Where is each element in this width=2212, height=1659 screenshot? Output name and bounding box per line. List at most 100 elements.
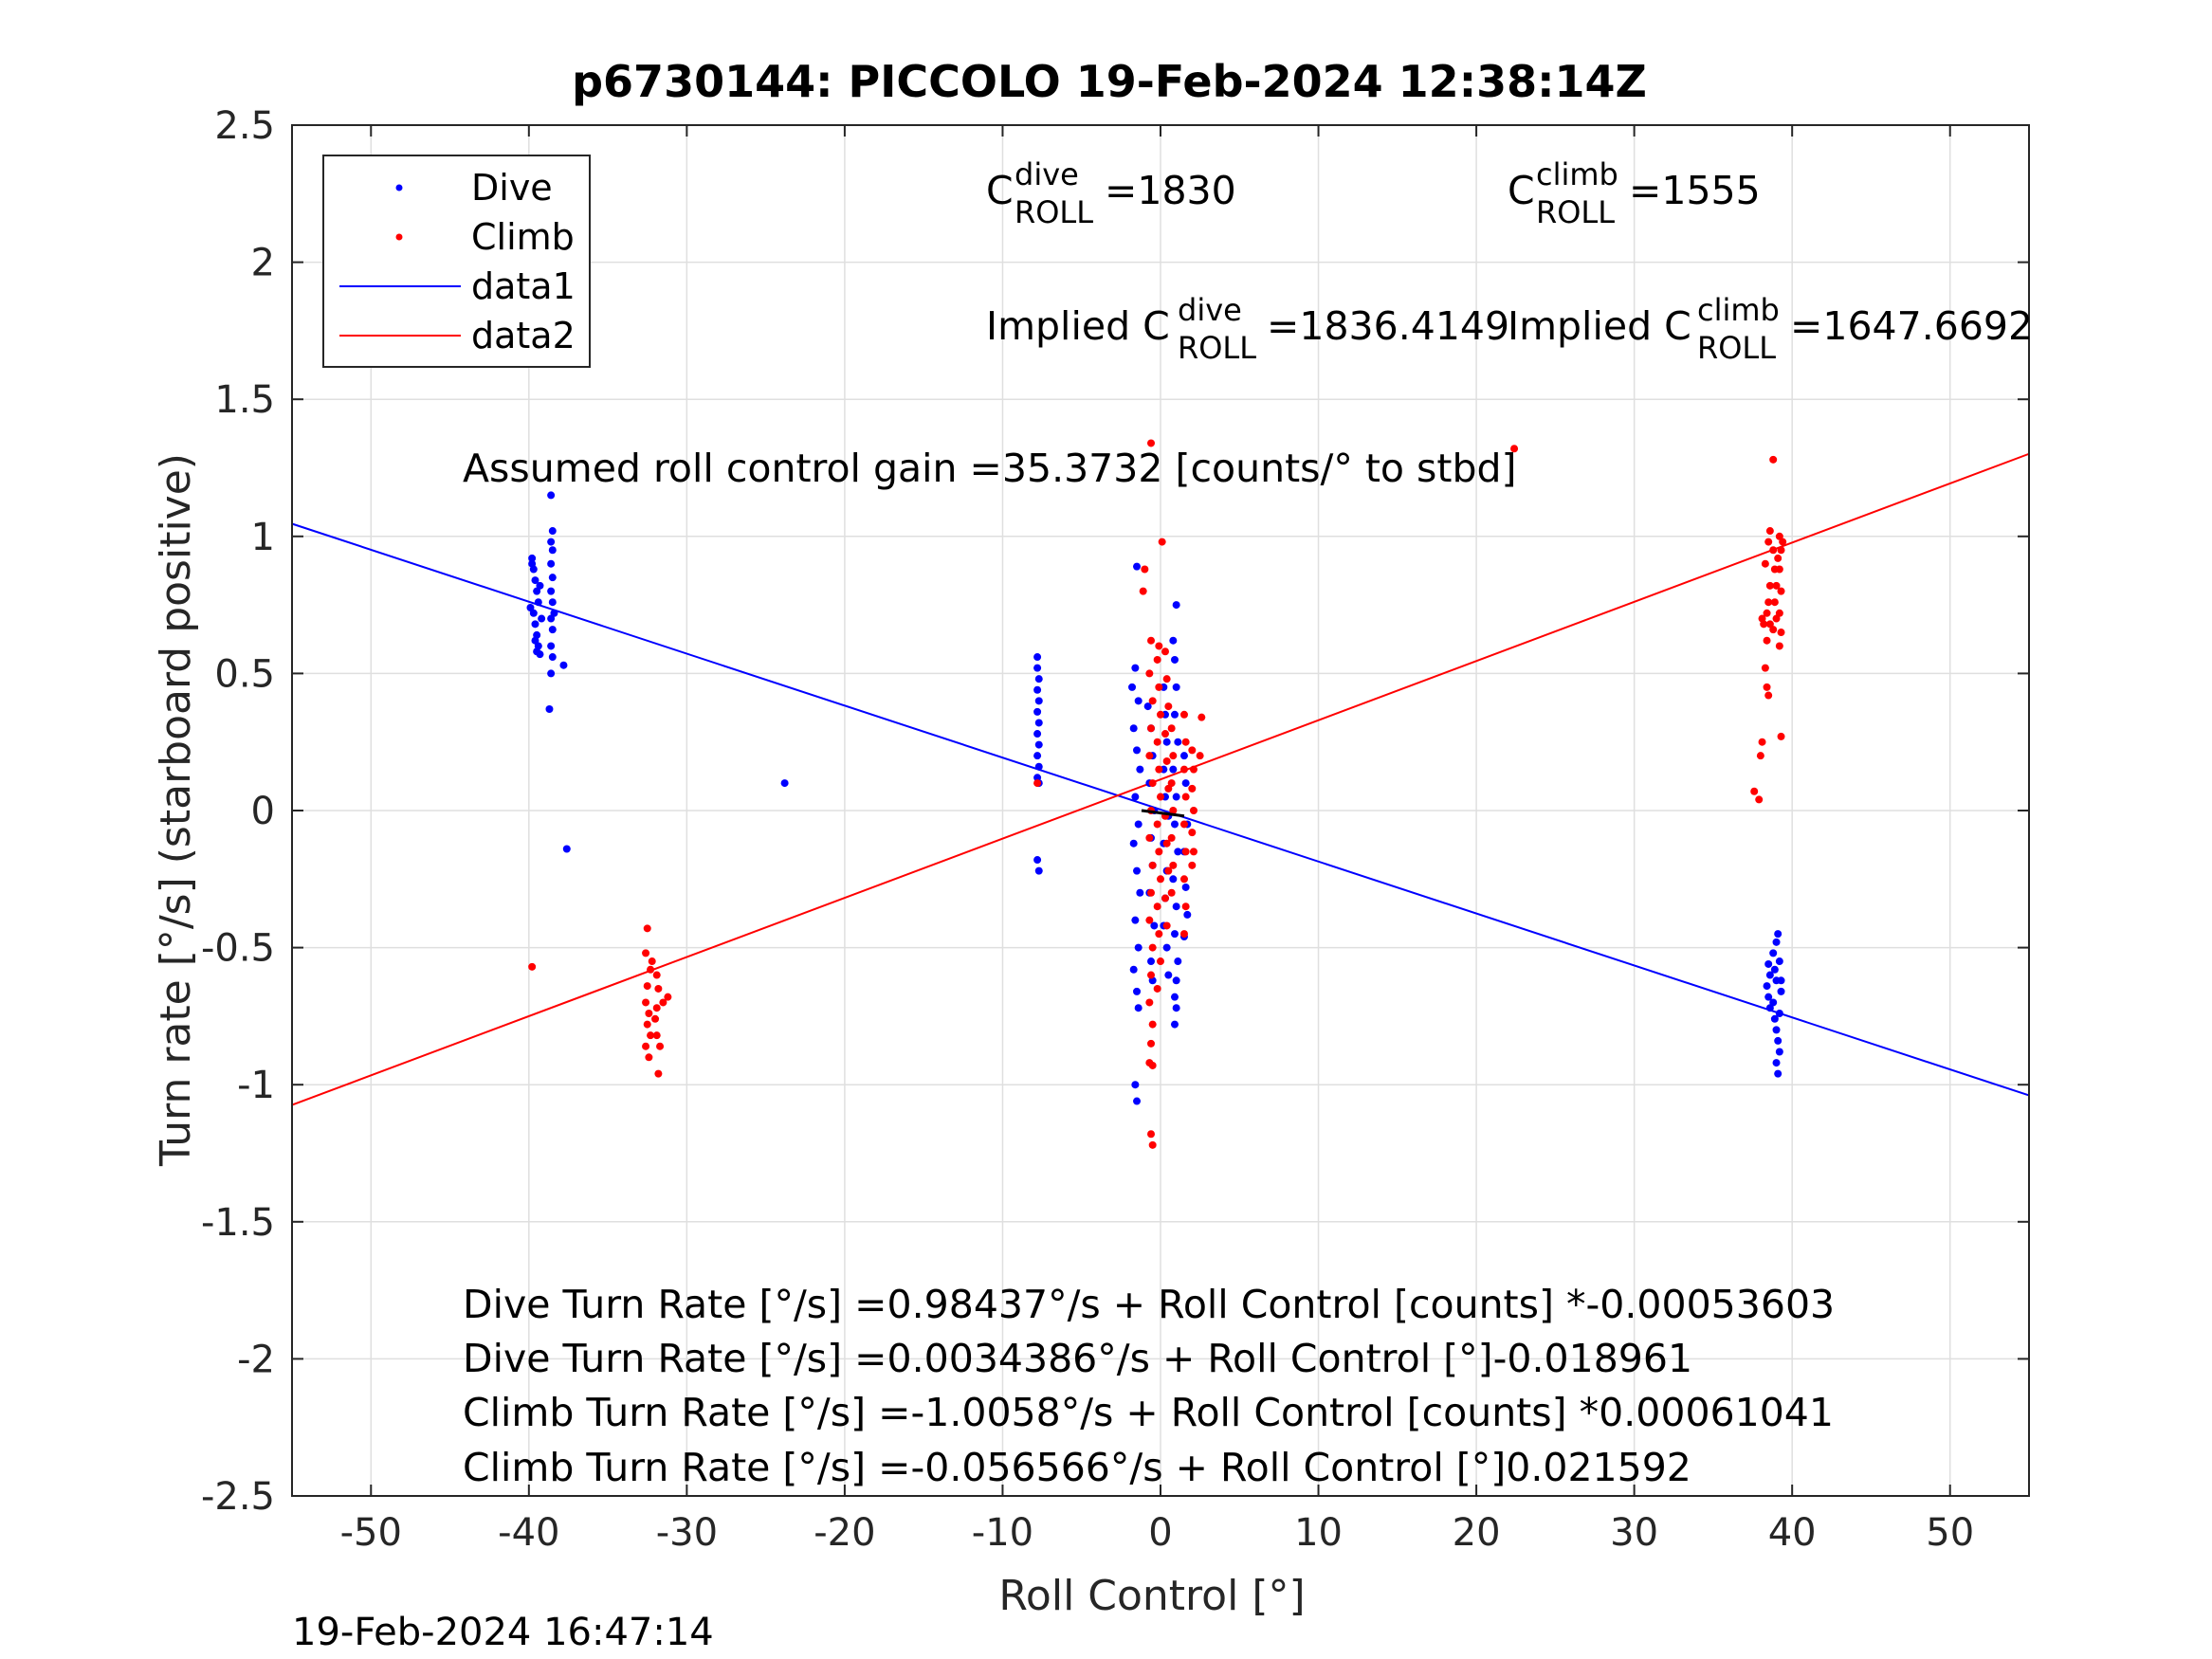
dive-point bbox=[1172, 976, 1180, 985]
implied-dive-sup: dive bbox=[1178, 292, 1242, 328]
climb-point bbox=[1769, 626, 1778, 634]
climb-point bbox=[1155, 765, 1163, 774]
climb-point bbox=[643, 982, 651, 991]
dive-point bbox=[1764, 959, 1773, 968]
climb-point bbox=[1167, 888, 1176, 897]
dive-point bbox=[1133, 746, 1142, 755]
climb-point bbox=[1750, 787, 1759, 795]
series-climb bbox=[528, 439, 1787, 1149]
climb-point bbox=[1188, 861, 1197, 869]
dive-point bbox=[1777, 987, 1785, 995]
climb-point bbox=[1188, 829, 1197, 837]
dive-point bbox=[534, 598, 542, 607]
climb-point bbox=[1777, 587, 1785, 595]
climb-point bbox=[1145, 669, 1154, 678]
climb-point bbox=[1153, 820, 1161, 829]
c-climb-sub: ROLL bbox=[1536, 194, 1615, 230]
climb-point bbox=[642, 998, 650, 1007]
climb-point bbox=[1161, 730, 1169, 738]
climb-point bbox=[1169, 807, 1178, 814]
x-tick-label: -20 bbox=[814, 1511, 875, 1555]
dive-point bbox=[548, 598, 557, 607]
data-points bbox=[526, 349, 1787, 1149]
climb-point bbox=[664, 993, 672, 1001]
x-tick-label: 20 bbox=[1453, 1511, 1501, 1555]
dive-point bbox=[1763, 982, 1771, 991]
dive-point bbox=[1170, 930, 1179, 939]
climb-point bbox=[1153, 902, 1161, 911]
dive-point bbox=[1034, 762, 1043, 771]
climb-point bbox=[1179, 820, 1188, 829]
gain-annotation: Assumed roll control gain =35.3732 [coun… bbox=[463, 446, 1517, 491]
dive-point bbox=[1033, 856, 1042, 865]
climb-point bbox=[1145, 998, 1154, 1007]
dive-point bbox=[1033, 653, 1042, 662]
climb-point bbox=[1777, 732, 1785, 740]
y-axis-label: Turn rate [°/s] (starboard positive) bbox=[152, 453, 200, 1167]
implied-dive-base: Implied C bbox=[986, 303, 1170, 349]
climb-point bbox=[1189, 807, 1197, 814]
c-climb-base: C bbox=[1508, 168, 1535, 213]
c-climb-value: =1555 bbox=[1629, 168, 1761, 213]
climb-point bbox=[643, 924, 651, 933]
origin-marker bbox=[1141, 809, 1185, 818]
dive-point bbox=[1170, 710, 1179, 719]
dive-point bbox=[1775, 1048, 1783, 1056]
dive-point bbox=[536, 581, 544, 590]
climb-point bbox=[1139, 587, 1147, 595]
climb-point bbox=[1033, 779, 1042, 788]
dive-point bbox=[1172, 683, 1180, 691]
legend-dive-marker bbox=[395, 184, 403, 191]
dive-point bbox=[1129, 724, 1138, 733]
climb-point bbox=[1169, 861, 1178, 869]
dive-point bbox=[531, 620, 539, 629]
dive-point bbox=[1162, 943, 1171, 952]
dive-point bbox=[559, 661, 568, 669]
climb-point bbox=[1147, 1039, 1156, 1048]
climb-point bbox=[652, 971, 661, 979]
dive-point bbox=[1143, 702, 1152, 711]
climb-point bbox=[528, 962, 537, 971]
climb-point bbox=[1148, 1020, 1157, 1029]
y-tick-label: 2 bbox=[251, 242, 275, 285]
climb-point bbox=[1147, 888, 1156, 897]
climb-point bbox=[1141, 565, 1149, 574]
climb-point bbox=[1196, 752, 1204, 760]
dive-point bbox=[1162, 738, 1171, 746]
dive-point bbox=[547, 559, 556, 568]
climb-point bbox=[1148, 697, 1157, 705]
y-tick-labels: -2.5 -2 -1.5 -1 -0.5 0 0.5 1 1.5 2 2.5 bbox=[201, 104, 275, 1519]
fit-line-data1 bbox=[291, 522, 2030, 1097]
climb-point bbox=[1779, 538, 1787, 546]
climb-point bbox=[1147, 439, 1156, 447]
dive-point bbox=[1150, 921, 1159, 930]
dive-point bbox=[1181, 779, 1190, 788]
x-tick-label: -30 bbox=[656, 1511, 718, 1555]
c-dive-base: C bbox=[986, 168, 1014, 213]
climb-point bbox=[1148, 861, 1157, 869]
c-dive-annotation: C dive ROLL =1830 bbox=[986, 156, 1236, 230]
dive-point bbox=[528, 554, 537, 562]
dive-point bbox=[548, 527, 557, 536]
climb-point bbox=[1164, 866, 1173, 875]
dive-point bbox=[526, 603, 535, 611]
climb-point bbox=[1155, 683, 1163, 691]
climb-point bbox=[1181, 738, 1190, 746]
legend-dive-label: Dive bbox=[471, 167, 553, 209]
climb-point bbox=[1772, 614, 1781, 623]
y-tick-label: -1 bbox=[237, 1064, 275, 1107]
climb-point bbox=[1164, 702, 1173, 711]
climb-point bbox=[1169, 752, 1178, 760]
dive-point bbox=[562, 845, 571, 853]
implied-dive-sub: ROLL bbox=[1178, 330, 1256, 366]
x-tick-label: 40 bbox=[1768, 1511, 1817, 1555]
dive-point bbox=[547, 538, 556, 546]
climb-point bbox=[652, 1004, 661, 1012]
climb-point bbox=[1764, 598, 1773, 607]
y-tick-label: -0.5 bbox=[201, 927, 275, 971]
climb-point bbox=[1153, 655, 1161, 664]
climb-point bbox=[1189, 765, 1197, 774]
dive-point bbox=[1172, 601, 1180, 610]
climb-point bbox=[1765, 581, 1774, 590]
dive-point bbox=[1169, 875, 1178, 884]
